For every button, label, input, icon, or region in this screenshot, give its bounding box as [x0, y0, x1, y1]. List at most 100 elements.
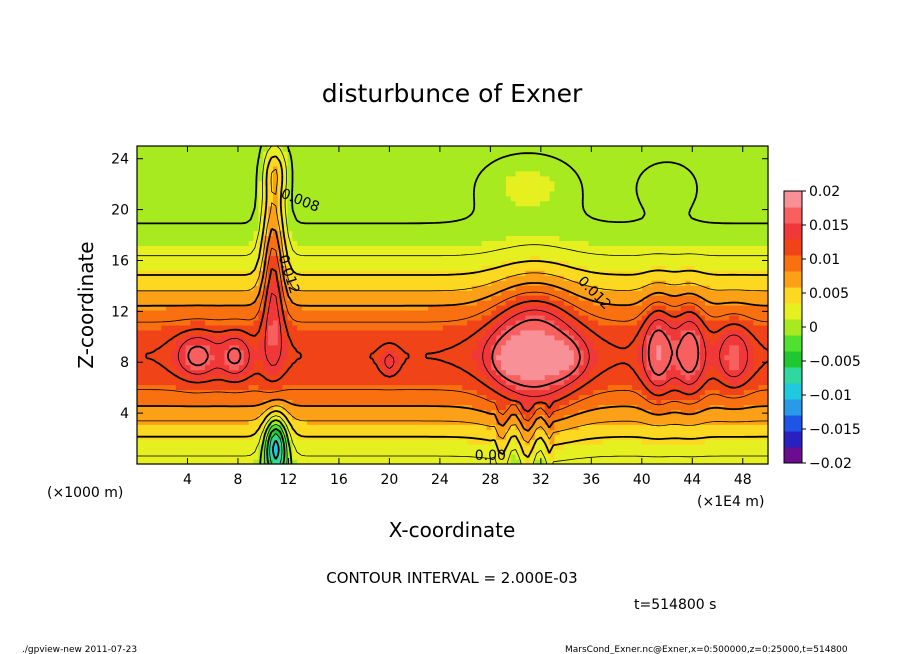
heat-cell: [433, 309, 439, 316]
heat-cell: [292, 314, 298, 321]
heat-cell: [602, 409, 609, 415]
heat-cell: [729, 444, 735, 450]
heat-cell: [423, 424, 429, 430]
heat-cell: [292, 449, 298, 455]
heat-cell: [190, 384, 196, 391]
heat-cell: [141, 275, 148, 281]
heat-cell: [219, 285, 225, 291]
heat-cell: [636, 389, 643, 396]
heat-cell: [442, 309, 449, 316]
heat-cell: [452, 319, 458, 326]
heat-cell: [360, 394, 366, 401]
heat-cell: [170, 419, 177, 425]
heat-cell: [447, 429, 454, 435]
heat-cell: [161, 324, 167, 331]
heat-cell: [568, 319, 575, 326]
heat-cell: [224, 324, 230, 331]
heat-cell: [302, 444, 308, 450]
heat-cell: [714, 324, 721, 331]
heat-cell: [418, 429, 424, 435]
heat-cell: [399, 374, 405, 381]
heat-cell: [535, 369, 541, 376]
heat-cell: [491, 404, 497, 410]
heat-cell: [200, 394, 206, 401]
heat-cell: [724, 319, 730, 326]
heat-cell: [224, 280, 230, 286]
heat-cell: [622, 399, 628, 405]
heat-cell: [641, 424, 648, 430]
heat-cell: [190, 329, 196, 336]
heat-cell: [326, 394, 332, 401]
heat-cell: [399, 359, 405, 366]
heat-cell: [229, 300, 235, 306]
heat-cell: [535, 359, 541, 366]
heat-cell: [272, 280, 279, 286]
heat-cell: [209, 285, 216, 291]
heat-cell: [700, 290, 706, 296]
heat-cell: [564, 379, 570, 386]
heat-cell: [661, 394, 667, 401]
heat-cell: [195, 399, 201, 405]
heat-cell: [622, 394, 628, 401]
heat-cell: [302, 374, 308, 381]
heat-cell: [151, 344, 158, 351]
heat-cell: [535, 434, 541, 440]
heat-cell: [714, 389, 721, 396]
heat-cell: [622, 459, 628, 465]
heat-cell: [559, 364, 565, 371]
heat-cell: [369, 314, 376, 321]
heat-cell: [593, 379, 599, 386]
heat-cell: [670, 439, 677, 445]
heat-cell: [306, 404, 313, 410]
heat-cell: [457, 389, 463, 396]
heat-cell: [195, 439, 201, 445]
heat-cell: [442, 384, 449, 391]
heat-cell: [272, 374, 279, 381]
heat-cell: [462, 369, 468, 376]
heat-cell: [462, 295, 468, 301]
heat-cell: [166, 389, 172, 396]
heat-cell: [190, 349, 196, 356]
heat-cell: [685, 339, 691, 346]
heat-cell: [437, 439, 444, 445]
heat-cell: [515, 300, 522, 306]
heat-cell: [719, 319, 725, 326]
heat-cell: [535, 424, 541, 430]
heat-cell: [180, 439, 187, 445]
heat-cell: [520, 280, 526, 286]
heat-cell: [316, 389, 323, 396]
heat-cell: [476, 414, 483, 420]
heat-cell: [287, 339, 293, 346]
heat-cell: [170, 319, 177, 326]
heat-cell: [166, 399, 172, 405]
heat-cell: [326, 295, 332, 301]
heat-cell: [729, 389, 735, 396]
heat-cell: [467, 285, 473, 291]
heat-cell: [510, 414, 517, 420]
heat-cell: [714, 275, 721, 281]
heat-cell: [287, 434, 293, 440]
heat-cell: [268, 300, 274, 306]
heat-cell: [505, 314, 512, 321]
heat-cell: [350, 334, 357, 341]
heat-cell: [272, 344, 279, 351]
heat-cell: [209, 409, 216, 415]
heat-cell: [292, 329, 298, 336]
heat-cell: [200, 280, 206, 286]
heat-cell: [501, 399, 507, 405]
heat-cell: [151, 444, 158, 450]
heat-cell: [369, 300, 376, 306]
heat-cell: [666, 369, 672, 376]
heat-cell: [413, 290, 420, 296]
heat-cell: [496, 374, 502, 381]
heat-cell: [209, 334, 216, 341]
heat-cell: [583, 429, 590, 435]
heat-cell: [360, 285, 366, 291]
heat-cell: [369, 439, 376, 445]
heat-cell: [467, 414, 473, 420]
heat-cell: [161, 399, 167, 405]
heat-cell: [515, 354, 522, 361]
heat-cell: [389, 404, 395, 410]
heat-cell: [627, 444, 633, 450]
heat-cell: [583, 419, 590, 425]
